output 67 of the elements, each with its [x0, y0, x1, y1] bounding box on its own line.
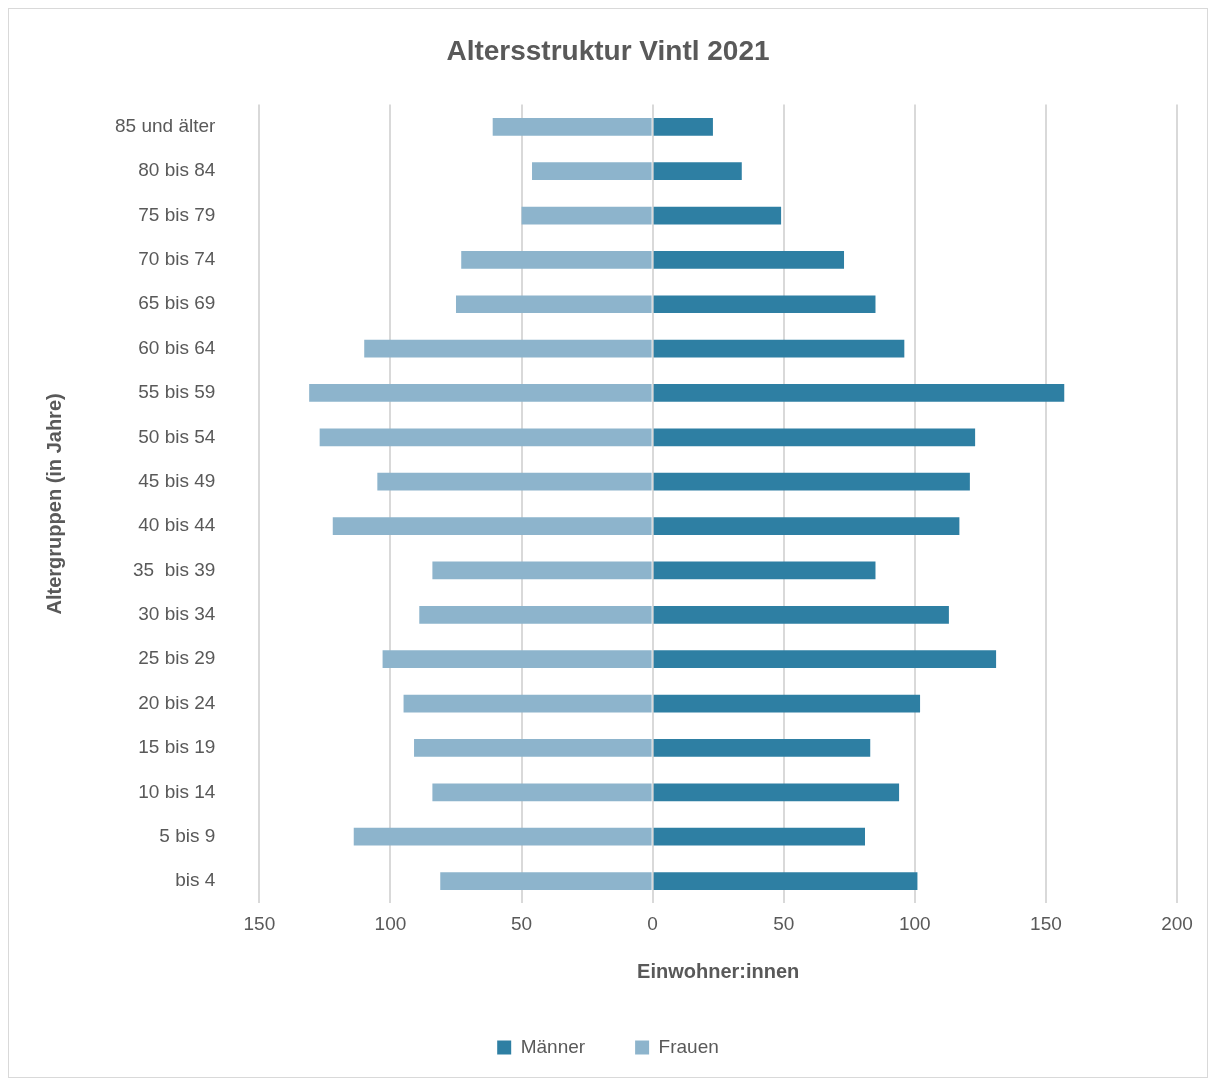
bar [455, 295, 652, 314]
bar [377, 472, 652, 491]
bar [653, 117, 713, 136]
y-tick-label: 50 bis 54 [138, 425, 216, 447]
legend-label: Frauen [658, 1035, 719, 1057]
y-tick-label: 80 bis 84 [138, 159, 216, 181]
y-tick-label: 35 bis 39 [132, 558, 216, 580]
y-tick-label: 65 bis 69 [138, 292, 216, 314]
bar [653, 694, 921, 713]
y-tick-label: 5 bis 9 [159, 824, 216, 846]
legend-label: Männer [520, 1035, 586, 1057]
bar [653, 206, 782, 225]
bar [461, 251, 652, 269]
y-tick-label: 10 bis 14 [138, 780, 216, 802]
bar [653, 561, 876, 580]
y-tick-label: 30 bis 34 [138, 603, 216, 625]
bar [403, 694, 652, 713]
bar [414, 739, 652, 757]
y-tick-label: 25 bis 29 [138, 647, 216, 669]
bar [364, 339, 652, 358]
bar [653, 827, 865, 846]
x-tick-label: 100 [898, 912, 931, 934]
bar [653, 162, 742, 181]
bar [653, 739, 871, 757]
y-tick-label: 70 bis 74 [138, 248, 216, 270]
y-tick-label: 75 bis 79 [138, 203, 216, 225]
bar [532, 162, 652, 181]
bar [432, 783, 652, 802]
bar [653, 295, 876, 314]
bar [653, 517, 960, 535]
x-tick-label: 150 [243, 912, 276, 934]
bar [653, 783, 900, 802]
x-tick-label: 150 [1030, 912, 1062, 934]
y-tick-label: 85 und älter [114, 115, 217, 137]
bar [653, 650, 997, 669]
bar [653, 472, 970, 491]
bar [653, 428, 976, 447]
bar [332, 517, 652, 535]
y-tick-label: 60 bis 64 [138, 336, 216, 358]
bar [653, 251, 845, 269]
bar [440, 872, 652, 890]
bar [653, 605, 949, 624]
x-tick-label: 50 [773, 912, 795, 934]
bar [653, 339, 905, 358]
y-tick-label: 55 bis 59 [138, 381, 216, 403]
chart-title: Altersstruktur Vintl 2021 [446, 34, 770, 66]
bar [309, 384, 652, 402]
y-tick-label: 20 bis 24 [138, 691, 216, 713]
bar [653, 384, 1065, 402]
y-tick-label: 40 bis 44 [138, 514, 216, 536]
y-axis-title: Altergruppen (in Jahre) [42, 393, 65, 615]
y-tick-label: 45 bis 49 [138, 469, 216, 491]
bar [521, 206, 652, 225]
y-tick-label: bis 4 [175, 869, 216, 891]
x-tick-label: 0 [647, 912, 658, 934]
bar [653, 872, 918, 890]
bar [319, 428, 652, 447]
bar [492, 117, 652, 136]
y-tick-label: 15 bis 19 [138, 736, 216, 758]
bar [419, 605, 652, 624]
x-tick-label: 50 [510, 912, 533, 934]
x-axis-title: Einwohner:innen [637, 959, 800, 982]
bar [432, 561, 652, 580]
bar [353, 827, 652, 846]
x-tick-label: 200 [1161, 912, 1193, 934]
x-tick-label: 100 [374, 912, 407, 934]
bar [382, 650, 652, 669]
